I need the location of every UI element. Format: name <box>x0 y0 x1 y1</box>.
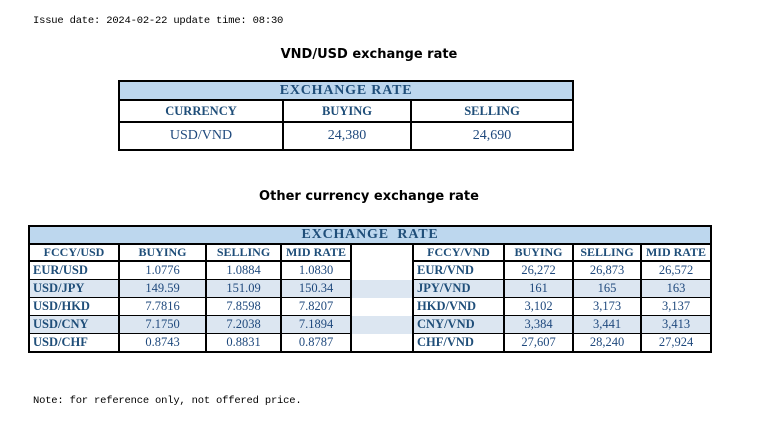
gap-cell <box>350 333 414 352</box>
gap-cell <box>350 297 414 316</box>
rate-cell: 7.7816 <box>118 297 207 316</box>
selling-right-column-header: SELLING <box>572 243 642 262</box>
rate-cell: 1.0884 <box>205 260 282 280</box>
gap-cell <box>350 279 414 298</box>
rate-cell: 161 <box>503 279 574 298</box>
rate-cell: 7.8207 <box>280 297 352 316</box>
mid-rate-right-column-header: MID RATE <box>639 243 713 262</box>
pair-cell: USD/CNY <box>28 315 120 334</box>
rate-cell: 149.59 <box>118 279 207 298</box>
currency-column-header: CURRENCY <box>118 99 284 123</box>
buying-left-column-header: BUYING <box>118 243 207 262</box>
rate-cell: 27,924 <box>639 333 713 353</box>
pair-cell: CHF/VND <box>412 333 505 353</box>
rate-cell: 3,173 <box>572 297 642 316</box>
gap-column-header <box>350 244 414 261</box>
rate-cell: 0.8787 <box>280 333 352 353</box>
other-table-body: EUR/USD 1.0776 1.0884 1.0830 EUR/VND 26,272 26… <box>28 260 713 353</box>
issue-date-text: Issue date: 2024-02-22 update time: 08:3… <box>33 15 284 27</box>
rate-cell: 26,272 <box>503 260 574 280</box>
usd-table-title: VND/USD exchange rate <box>280 47 458 62</box>
rate-cell: 7.8598 <box>205 297 282 316</box>
rate-cell: 27,607 <box>503 333 574 353</box>
usd-table-band-header: EXCHANGE RATE <box>117 80 575 101</box>
pair-cell: EUR/USD <box>28 260 120 280</box>
rate-cell: 24,690 <box>409 121 575 151</box>
fx-rate-row: USD/CHF 0.8743 0.8831 0.8787 CHF/VND 27,607 28… <box>28 333 713 353</box>
rate-cell: 7.1750 <box>118 315 207 334</box>
fx-rate-row: USD/CNY 7.1750 7.2038 7.1894 CNY/VND 3,384 3,4… <box>28 315 713 334</box>
mid-rate-left-column-header: MID RATE <box>280 243 352 262</box>
pair-cell: HKD/VND <box>412 297 505 316</box>
band-row: EXCHANGE RATE <box>117 80 575 101</box>
rate-cell: 151.09 <box>205 279 282 298</box>
rate-cell: 1.0830 <box>280 260 352 280</box>
pair-cell: USD/JPY <box>28 279 120 298</box>
rate-cell: 163 <box>639 279 713 298</box>
pair-cell: JPY/VND <box>412 279 505 298</box>
selling-column-header: SELLING <box>409 99 575 123</box>
buying-right-column-header: BUYING <box>503 243 574 262</box>
selling-left-column-header: SELLING <box>205 243 282 262</box>
usd-exchange-table: EXCHANGE RATE CURRENCY BUYING SELLING US… <box>117 80 575 151</box>
other-table-title: Other currency exchange rate <box>259 189 479 204</box>
gap-cell <box>350 315 414 334</box>
rate-cell: 150.34 <box>280 279 352 298</box>
rate-cell: 0.8743 <box>118 333 207 353</box>
fx-rate-row: USD/JPY 149.59 151.09 150.34 JPY/VND 161 165 16… <box>28 279 713 298</box>
rate-cell: 3,384 <box>503 315 574 334</box>
fccy-vnd-column-header: FCCY/VND <box>412 243 505 262</box>
note-text: Note: for reference only, not offered pr… <box>33 395 302 407</box>
rate-cell: 28,240 <box>572 333 642 353</box>
fx-rate-row: USD/HKD 7.7816 7.8598 7.8207 HKD/VND 3,102 3,1… <box>28 297 713 316</box>
rate-cell: 1.0776 <box>118 260 207 280</box>
rate-cell: 24,380 <box>282 121 412 151</box>
other-exchange-table: EXCHANGE RATE FCCY/USD BUYING SELLING MI… <box>27 225 713 353</box>
rate-cell: 26,873 <box>572 260 642 280</box>
pair-cell: CNY/VND <box>412 315 505 334</box>
rate-cell: USD/VND <box>118 121 284 151</box>
pair-cell: USD/HKD <box>28 297 120 316</box>
buying-column-header: BUYING <box>282 99 412 123</box>
band-row: EXCHANGE RATE <box>27 225 713 245</box>
rate-cell: 3,102 <box>503 297 574 316</box>
rate-cell: 26,572 <box>639 260 713 280</box>
gap-cell <box>350 261 414 280</box>
usd-rate-row: USD/VND 24,380 24,690 <box>118 121 575 151</box>
rate-cell: 165 <box>572 279 642 298</box>
pair-cell: USD/CHF <box>28 333 120 353</box>
rate-cell: 3,441 <box>572 315 642 334</box>
fccy-usd-column-header: FCCY/USD <box>28 243 120 262</box>
rate-cell: 0.8831 <box>205 333 282 353</box>
rate-cell: 7.1894 <box>280 315 352 334</box>
column-header-row: CURRENCY BUYING SELLING <box>118 99 575 123</box>
column-header-row: FCCY/USD BUYING SELLING MID RATE FCCY/VN… <box>28 243 713 262</box>
fx-rate-row: EUR/USD 1.0776 1.0884 1.0830 EUR/VND 26,272 26… <box>28 260 713 280</box>
other-table-band-header: EXCHANGE RATE <box>27 225 713 245</box>
pair-cell: EUR/VND <box>412 260 505 280</box>
rate-cell: 3,413 <box>639 315 713 334</box>
rate-cell: 7.2038 <box>205 315 282 334</box>
rate-cell: 3,137 <box>639 297 713 316</box>
usd-table-body: USD/VND 24,380 24,690 <box>118 121 575 151</box>
